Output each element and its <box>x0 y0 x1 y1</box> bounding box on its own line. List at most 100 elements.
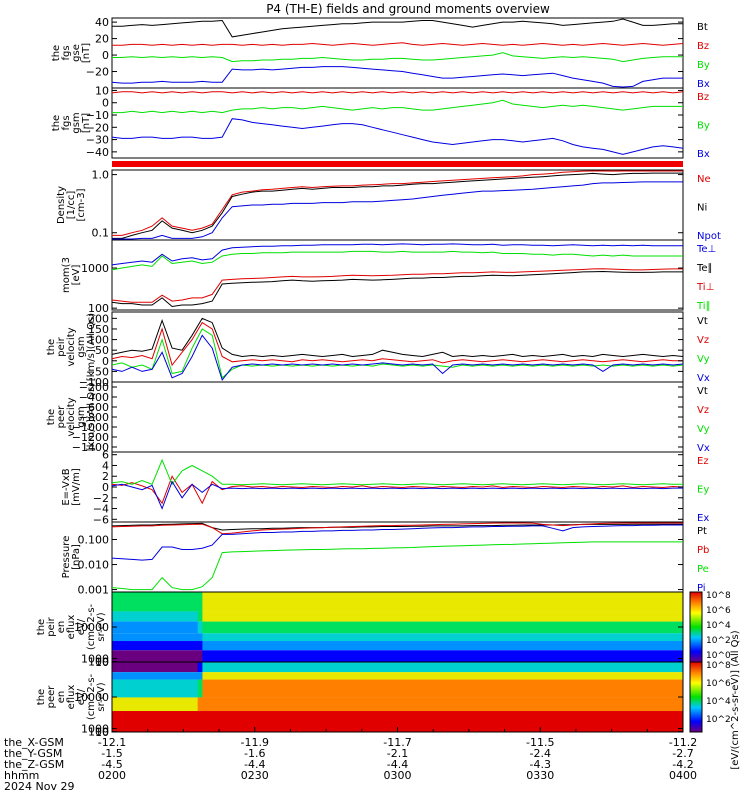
ylabel-line: [km/s](All Qs) <box>86 313 97 381</box>
ylabel-line: Pressure <box>61 536 72 579</box>
ylabel-line: [km/s](All Qs) <box>86 383 97 451</box>
colorbar-tick-label: 10^8 <box>706 591 731 601</box>
ephemeris-value: -2.1 <box>387 747 408 760</box>
ylabel-line: velocity <box>66 397 77 436</box>
ylabel-line: gsm <box>71 112 82 133</box>
plot-title: P4 (TH-E) fields and ground moments over… <box>266 2 550 16</box>
legend-ni-label: Ni <box>697 203 707 214</box>
colorbar-tick-label: 10^6 <box>706 679 731 689</box>
ytick-label: −30 <box>86 134 109 147</box>
legend-te-label: Te∥ <box>696 263 713 274</box>
ylabel-line: peir <box>46 616 57 636</box>
ephemeris-value: -4.4 <box>244 758 265 771</box>
pressure-series-pe-line <box>111 541 683 591</box>
spectrogram-cell <box>112 711 199 732</box>
legend-ne-label: Ne <box>697 174 711 185</box>
ytick-label: 0 <box>102 97 109 110</box>
ylabel-line: the <box>51 115 62 131</box>
colorbar-tick-label: 10^8 <box>706 661 731 671</box>
ephemeris-value: -11.5 <box>526 736 554 749</box>
ytick-label: 1000 <box>81 723 109 736</box>
spectrogram-cell <box>197 679 203 698</box>
velocity_peir-series-vt-line <box>111 317 684 358</box>
ephemeris-value: -11.2 <box>669 736 697 749</box>
ylabel-line: (cm^2-s- <box>86 603 97 650</box>
ephemeris-value: -12.1 <box>98 736 126 749</box>
efield-series-ex-line <box>111 480 683 510</box>
spectrogram-cell <box>197 711 203 732</box>
spectrogram-cell <box>197 592 203 612</box>
ytick-label: −200 <box>79 381 109 394</box>
ytick-label: 0.001 <box>78 584 110 597</box>
ylabel-line: gsm <box>76 336 87 357</box>
ytick-label: 0.010 <box>78 559 110 572</box>
colorbar-tick-label: 10^6 <box>706 606 731 616</box>
ytick-label: 6 <box>102 449 109 462</box>
spectrogram-cell <box>112 672 199 680</box>
temperature-series-te-line <box>111 243 683 266</box>
ephemeris-value: -11.9 <box>241 736 269 749</box>
ytick-label: 100 <box>88 726 109 739</box>
ytick-label: −50 <box>86 365 109 378</box>
ytick-label: 10 <box>95 656 109 669</box>
density-series-npot-line <box>112 181 683 240</box>
legend-npot-label: Npot <box>697 231 721 242</box>
ytick-label: 0 <box>102 481 109 494</box>
spectrogram-cell <box>112 662 199 673</box>
ylabel-line: Density <box>56 186 67 224</box>
ylabel-line: [cm-3] <box>76 188 87 221</box>
ylabel-line: peer <box>46 685 57 709</box>
legend-vx-label: Vx <box>697 443 710 454</box>
velocity_peir-series-vx-line <box>111 334 684 381</box>
ylabel-line: the <box>36 689 47 705</box>
spectrogram-cell <box>202 592 684 612</box>
fgs_gsm-series-bz-line <box>111 91 684 94</box>
spectrogram-cell <box>197 611 203 622</box>
ylabel-line: E=-VxB <box>61 468 72 505</box>
fgs-series-bz-line <box>112 42 684 46</box>
spectrogram-cell <box>197 672 203 680</box>
legend-ti-label: Ti⊥ <box>696 282 714 293</box>
ephemeris-row-label: the_Z-GSM <box>4 758 64 771</box>
density-series-ni-line <box>112 172 683 239</box>
ytick-label: 2 <box>102 470 109 483</box>
spectrogram-cell <box>202 641 684 651</box>
ytick-label: 10 <box>95 84 109 97</box>
ephemeris-row-label: hhmm <box>4 769 39 782</box>
ytick-label: 100 <box>88 302 109 315</box>
colorbar-peir <box>689 591 703 663</box>
spectrogram-cell <box>112 633 199 642</box>
ytick-label: −2 <box>93 492 109 505</box>
ytick-label: −400 <box>79 391 109 404</box>
ytick-label: −6 <box>93 513 109 526</box>
ytick-label: −20 <box>86 66 109 79</box>
spectrogram-cell <box>202 650 684 662</box>
ytick-label: 1000 <box>81 653 109 666</box>
ytick-label: −40 <box>86 146 109 159</box>
ylabel-line: eflux <box>66 685 77 710</box>
legend-vx-label: Vx <box>697 373 710 384</box>
ephemeris-row-label: the_X-GSM <box>4 736 64 749</box>
spectrogram-cell <box>202 611 684 622</box>
colorbar-label: [eV/(cm^2-s-sr-eV)] (All Qs) <box>730 630 741 769</box>
legend-by-label: By <box>697 121 710 132</box>
legend-vy-label: Vy <box>697 354 710 365</box>
ytick-label: 1.0 <box>92 169 110 182</box>
spectrogram-cell <box>197 650 203 662</box>
ephemeris-row-label: the_Y-GSM <box>4 747 62 760</box>
ephemeris-value: -1.5 <box>101 747 122 760</box>
ytick-label: 10000 <box>74 621 109 634</box>
panel-temperature-frame <box>111 239 684 311</box>
ephemeris-value: -4.5 <box>101 758 122 771</box>
ephemeris-value: -1.6 <box>244 747 265 760</box>
ylabel-line: eV/ <box>76 688 87 705</box>
legend-by-label: By <box>697 60 710 71</box>
legend-ti-label: Ti∥ <box>696 301 711 312</box>
legend-vz-label: Vz <box>697 335 709 346</box>
ylabel-line: fgs <box>61 45 72 60</box>
ylabel-line: the <box>36 619 47 635</box>
fgs-series-bx-line <box>111 66 683 88</box>
colorbar-tick-label: 10^4 <box>706 621 731 631</box>
pressure-series-pi-line <box>111 524 683 561</box>
ylabel-line: (cm^2-s- <box>86 673 97 720</box>
